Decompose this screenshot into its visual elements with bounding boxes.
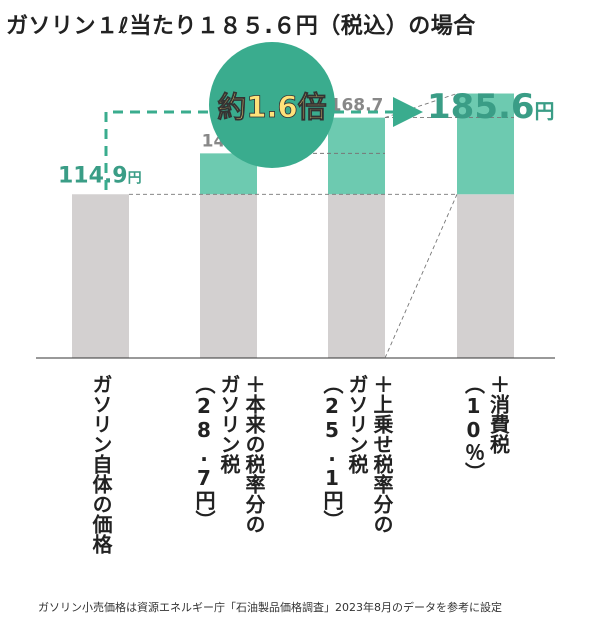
- bar-added-4: [457, 93, 514, 195]
- bar-base-4: [457, 194, 514, 358]
- bar-base-2: [200, 194, 257, 358]
- category-label-3-line-1: ＋上乗せ税率分の: [370, 374, 394, 534]
- ratio-label: 約1.6倍: [217, 90, 326, 124]
- category-label-3-line-2: ガソリン税: [345, 374, 369, 474]
- connector-diag-bottom: [384, 194, 458, 359]
- category-label-4-line-2: （10％）: [461, 374, 486, 482]
- category-label-1-line-1: ガソリン自体の価格: [89, 374, 113, 554]
- bar-base-3: [328, 194, 385, 358]
- category-label-4-line-1: ＋消費税: [486, 374, 511, 454]
- category-label-3-line-3: （25.1円）: [320, 374, 344, 530]
- chart-title: ガソリン１ℓ当たり１８５.６円（税込）の場合: [6, 14, 476, 39]
- category-label-2-line-2: ガソリン税: [217, 374, 241, 474]
- value-label-4: 185.6円: [427, 87, 555, 127]
- bar-added-3: [328, 117, 385, 195]
- bar-base-1: [72, 194, 129, 358]
- value-label-1: 114.9円: [58, 163, 142, 188]
- category-label-2-line-1: ＋本来の税率分の: [242, 374, 266, 534]
- footnote: ガソリン小売価格は資源エネルギー庁「石油製品価格調査」2023年8月のデータを参…: [38, 601, 502, 614]
- ratio-circle: [209, 42, 335, 168]
- category-label-2-line-3: （28.7円）: [192, 374, 216, 530]
